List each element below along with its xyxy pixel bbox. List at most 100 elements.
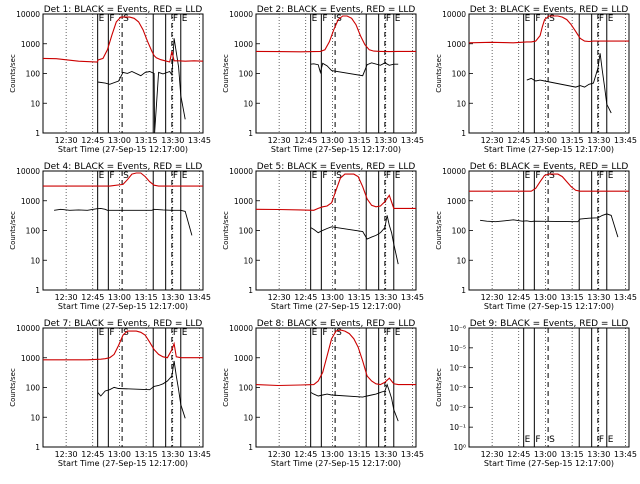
event-marker-label: F	[322, 328, 327, 338]
event-marker-label: F	[322, 14, 327, 24]
x-tick-label: 13:00	[108, 293, 131, 302]
event-marker-label: E	[395, 14, 401, 24]
y-tick-label: 10	[456, 99, 466, 108]
lld-series-line	[468, 15, 629, 44]
x-tick-label: 13:45	[401, 450, 424, 459]
y-tick-label: 100	[452, 227, 467, 236]
x-tick-label: 13:00	[534, 450, 557, 459]
x-tick-label: 13:00	[534, 293, 557, 302]
y-tick-label: 1	[35, 286, 40, 295]
y-tick-label: 1000	[234, 40, 253, 49]
event-marker-label: E	[312, 14, 318, 24]
y-tick-label: 1	[461, 286, 466, 295]
x-tick-label: 13:00	[108, 450, 131, 459]
x-tick-label: 12:45	[81, 450, 104, 459]
event-marker-label: S	[123, 14, 129, 24]
x-tick-label: 13:15	[561, 293, 584, 302]
x-tick-label: 13:00	[534, 136, 557, 145]
y-tick-label: 10000	[16, 10, 40, 19]
x-tick-label: 13:30	[374, 293, 397, 302]
y-axis-label: Counts/sec	[435, 54, 443, 93]
chart-title: Det 1: BLACK = Events, RED = LLD	[44, 5, 203, 15]
x-tick-label: 13:15	[561, 136, 584, 145]
x-tick-label: 13:45	[401, 136, 424, 145]
x-tick-label: 13:00	[321, 450, 344, 459]
y-tick-label: 10⁻²	[449, 403, 466, 412]
x-tick-label: 13:15	[561, 450, 584, 459]
x-tick-label: 13:15	[135, 293, 158, 302]
event-marker-label: E	[182, 14, 188, 24]
x-tick-label: 13:15	[135, 450, 158, 459]
y-tick-label: 10⁻⁶	[449, 324, 466, 333]
y-axis-label: Counts/sec	[9, 211, 17, 250]
panel-det-7: Det 7: BLACK = Events, RED = LLD 12:30 12:…	[9, 319, 211, 468]
event-marker-label: S	[123, 171, 129, 181]
event-marker-label: F	[535, 171, 540, 181]
event-marker-label: F	[322, 171, 327, 181]
y-tick-label: 1000	[447, 197, 466, 206]
x-tick-label: 12:45	[294, 450, 317, 459]
events-series-line	[480, 213, 619, 238]
x-tick-label: 12:30	[481, 450, 504, 459]
lld-series-line	[469, 173, 629, 192]
x-tick-label: 13:15	[348, 293, 371, 302]
event-marker-label: E	[608, 171, 614, 181]
x-tick-label: 12:45	[81, 293, 104, 302]
events-series-line	[310, 383, 399, 422]
event-marker-label: E	[525, 435, 531, 445]
x-axis-label: Start Time (27-Sep-15 12:17:00)	[484, 302, 614, 311]
x-tick-label: 12:45	[81, 136, 104, 145]
event-marker-label: F	[386, 14, 391, 24]
x-tick-label: 13:45	[188, 293, 211, 302]
x-tick-label: 12:30	[55, 136, 78, 145]
event-marker-label: F	[599, 14, 604, 24]
y-tick-label: 1000	[234, 354, 253, 363]
x-tick-label: 12:45	[294, 136, 317, 145]
panel-det-6: Det 6: BLACK = Events, RED = LLD 12:30 12:…	[435, 162, 637, 311]
panel-det-9: Det 9: BLACK = Events, RED = LLD 12:30 12:…	[435, 319, 637, 468]
x-tick-label: 13:15	[348, 136, 371, 145]
x-tick-label: 12:45	[507, 450, 530, 459]
y-tick-label: 1000	[21, 40, 40, 49]
y-tick-label: 100	[26, 384, 41, 393]
y-tick-label: 1000	[21, 354, 40, 363]
event-marker-label: F	[386, 171, 391, 181]
x-tick-label: 13:45	[614, 293, 637, 302]
lld-series-line	[42, 16, 204, 63]
x-tick-label: 13:30	[587, 136, 610, 145]
y-axis-label: Counts/sec	[435, 368, 443, 407]
event-marker-label: F	[109, 171, 114, 181]
x-tick-label: 12:30	[268, 293, 291, 302]
y-tick-label: 10000	[16, 324, 40, 333]
event-marker-label: F	[535, 435, 540, 445]
event-marker-label: S	[549, 14, 555, 24]
y-tick-label: 1	[461, 129, 466, 138]
chart-title: Det 6: BLACK = Events, RED = LLD	[470, 162, 629, 172]
y-tick-label: 1	[248, 129, 253, 138]
event-marker-label: S	[336, 328, 342, 338]
y-tick-label: 100	[239, 70, 254, 79]
x-tick-label: 13:30	[161, 450, 184, 459]
event-marker-label: F	[109, 14, 114, 24]
x-tick-label: 12:30	[55, 450, 78, 459]
lld-series-line	[255, 15, 416, 53]
plot-frame	[255, 13, 417, 134]
event-marker-label: F	[535, 14, 540, 24]
y-tick-label: 10⁰	[453, 443, 466, 452]
y-tick-label: 1	[248, 286, 253, 295]
y-tick-label: 1	[35, 443, 40, 452]
plot-frame	[42, 13, 204, 134]
x-axis-label: Start Time (27-Sep-15 12:17:00)	[58, 459, 188, 468]
chart-title: Det 2: BLACK = Events, RED = LLD	[257, 5, 416, 15]
plot-frame	[42, 327, 204, 448]
panel-det-4: Det 4: BLACK = Events, RED = LLD 12:30 12:…	[9, 162, 211, 311]
y-tick-label: 100	[239, 227, 254, 236]
y-tick-label: 10000	[16, 167, 40, 176]
y-tick-label: 1	[248, 443, 253, 452]
x-axis-label: Start Time (27-Sep-15 12:17:00)	[484, 459, 614, 468]
event-marker-label: E	[395, 328, 401, 338]
panel-det-5: Det 5: BLACK = Events, RED = LLD 12:30 12:…	[222, 162, 424, 311]
events-series-line	[97, 360, 186, 419]
x-tick-label: 12:45	[507, 136, 530, 145]
